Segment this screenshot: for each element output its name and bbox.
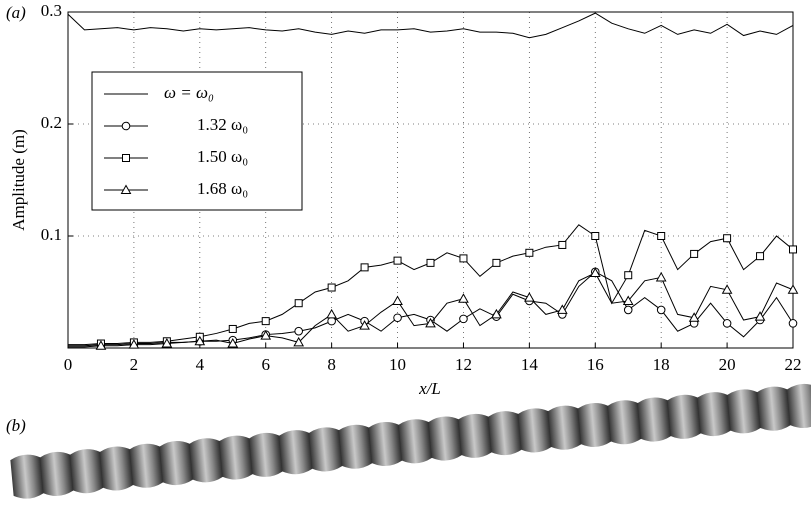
marker	[721, 284, 733, 294]
panel-label: (a)	[6, 3, 26, 22]
x-tick-label: 0	[64, 355, 73, 374]
x-tick-label: 18	[653, 355, 670, 374]
marker	[754, 311, 766, 321]
marker	[326, 308, 337, 319]
marker	[789, 245, 797, 254]
legend-label: 1.50 ω₀	[197, 147, 248, 166]
marker	[524, 292, 535, 302]
marker	[360, 263, 369, 272]
y-tick-label: 0.1	[41, 225, 62, 244]
marker	[690, 249, 699, 258]
marker	[591, 232, 600, 240]
y-tick-label: 0.3	[41, 1, 62, 20]
y-tick-label: 0.2	[41, 113, 62, 132]
panel-label: (b)	[6, 416, 26, 435]
marker	[294, 299, 303, 308]
y-axis-label: Amplitude (m)	[9, 129, 28, 231]
marker	[122, 154, 130, 162]
marker	[260, 330, 272, 340]
marker	[722, 319, 732, 328]
marker	[624, 271, 633, 280]
marker	[688, 312, 700, 322]
marker	[756, 252, 765, 261]
series-line	[67, 12, 794, 39]
marker	[393, 256, 402, 265]
marker	[558, 240, 567, 249]
marker	[194, 335, 206, 346]
x-tick-label: 22	[785, 355, 802, 374]
marker	[120, 184, 132, 194]
marker	[261, 317, 270, 326]
marker	[228, 324, 237, 333]
legend-label: 1.32 ω₀	[197, 115, 248, 134]
marker	[556, 304, 568, 314]
marker	[589, 267, 601, 277]
plot: 0 2 4 6 8 10 12 14 16 18 20 22 0.1 0.2 0.3 ω = ω₀ 1.32 ω…	[41, 1, 802, 374]
legend-label: ω = ω₀	[164, 83, 214, 102]
marker	[393, 313, 402, 323]
x-tick-label: 16	[587, 355, 604, 374]
plot-frame	[67, 11, 794, 349]
marker	[128, 339, 140, 349]
series-line	[68, 272, 794, 348]
marker	[95, 340, 107, 350]
marker	[491, 308, 502, 319]
marker	[623, 305, 633, 315]
marker	[788, 319, 798, 328]
marker	[327, 316, 336, 326]
marker	[459, 254, 468, 263]
marker	[525, 248, 534, 257]
x-tick-label: 4	[196, 355, 205, 374]
marker	[293, 336, 305, 347]
marker	[723, 234, 732, 243]
wave-image	[10, 383, 811, 499]
series-line	[68, 271, 794, 347]
marker	[327, 283, 336, 292]
marker	[787, 284, 799, 294]
marker	[425, 317, 436, 328]
marker	[656, 305, 666, 315]
x-tick-label: 8	[327, 355, 336, 374]
marker	[622, 295, 634, 305]
x-axis-label: x/L	[418, 379, 441, 398]
x-tick-label: 10	[389, 355, 406, 374]
marker	[655, 271, 667, 282]
marker	[121, 121, 131, 131]
marker	[459, 314, 468, 324]
marker	[227, 338, 239, 348]
marker	[392, 295, 403, 305]
marker	[294, 326, 303, 336]
x-tick-label: 2	[130, 355, 139, 374]
x-tick-label: 6	[261, 355, 270, 374]
marker	[492, 258, 501, 267]
marker	[657, 232, 666, 240]
legend: ω = ω₀ 1.32 ω₀ 1.50 ω₀ 1.68 ω₀	[91, 71, 303, 211]
x-tick-label: 14	[521, 355, 539, 374]
x-tick-label: 12	[455, 355, 472, 374]
x-tick-label: 20	[719, 355, 736, 374]
marker	[426, 258, 435, 267]
marker	[359, 320, 370, 330]
legend-label: 1.68 ω₀	[197, 179, 248, 198]
marker	[161, 338, 173, 348]
marker	[458, 293, 469, 303]
